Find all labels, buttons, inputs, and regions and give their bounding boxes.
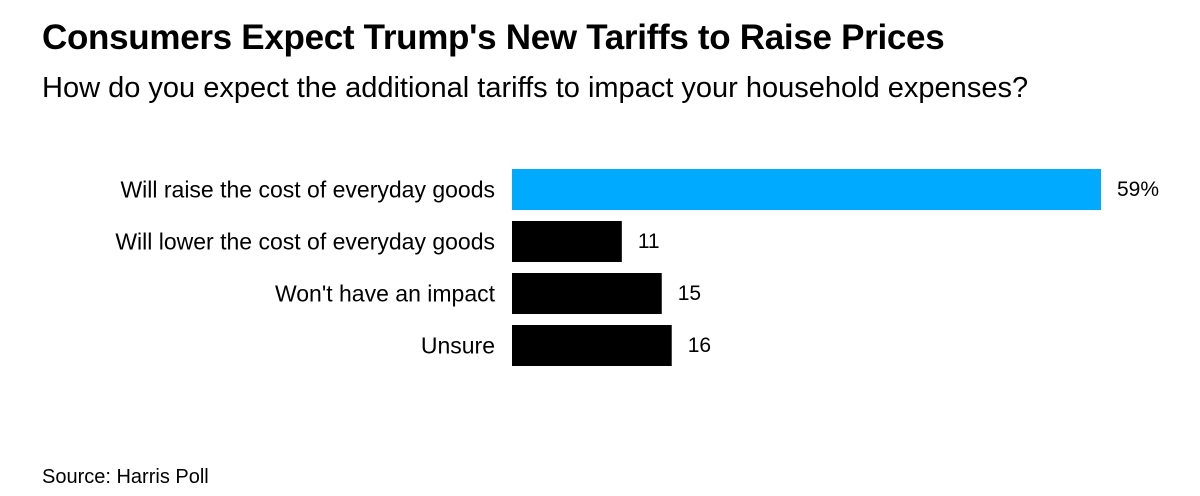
bar-2 xyxy=(512,273,662,314)
category-label-1: Will lower the cost of everyday goods xyxy=(115,229,495,255)
bar-1 xyxy=(512,221,622,262)
value-label-0: 59% xyxy=(1117,178,1159,201)
chart-subtitle: How do you expect the additional tariffs… xyxy=(42,72,1029,104)
bar-chart-svg: Will raise the cost of everyday goods 59%… xyxy=(115,169,1159,366)
value-label-3: 16 xyxy=(688,334,711,357)
category-label-3: Unsure xyxy=(421,333,495,359)
value-label-1: 11 xyxy=(638,230,660,253)
bar-0 xyxy=(512,169,1101,210)
category-label-0: Will raise the cost of everyday goods xyxy=(120,177,495,203)
bar-3 xyxy=(512,325,672,366)
chart-title: Consumers Expect Trump's New Tariffs to … xyxy=(42,18,945,57)
source-note: Source: Harris Poll xyxy=(42,466,209,488)
value-label-2: 15 xyxy=(678,282,701,305)
bar-chart: Will raise the cost of everyday goods 59%… xyxy=(0,150,1200,390)
category-label-2: Won't have an impact xyxy=(275,281,496,307)
